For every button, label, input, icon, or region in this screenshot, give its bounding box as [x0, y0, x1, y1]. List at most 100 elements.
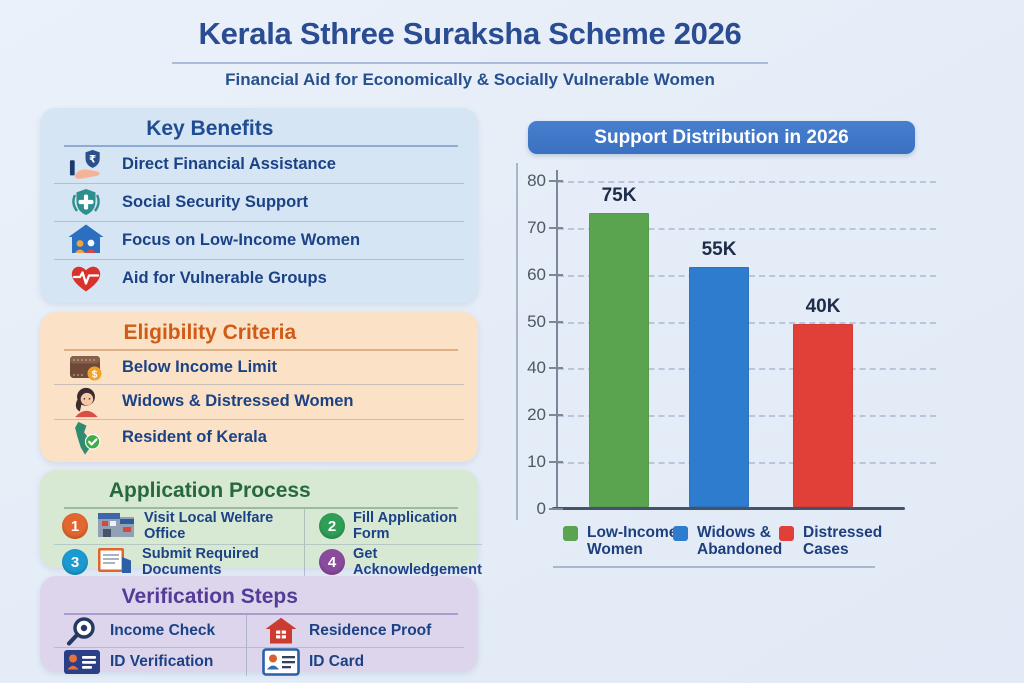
documents-icon — [96, 545, 134, 580]
legend-entry: Widows & Abandoned — [673, 524, 782, 558]
bar-low-income-women — [589, 213, 649, 507]
verification-panel: Verification Steps Income Check Residenc… — [40, 576, 478, 676]
y-tick-label: 50 — [527, 311, 546, 331]
benefit-label: Social Security Support — [122, 193, 309, 212]
kerala-map-check-icon — [64, 420, 108, 456]
y-tick-label: 80 — [527, 171, 546, 190]
bar-value-label: 75K — [601, 185, 637, 206]
heart-pulse-icon — [64, 262, 108, 294]
application-step: 2 Fill Application Form — [304, 508, 482, 544]
divider — [64, 613, 458, 615]
chart-title-bar: Support Distribution in 2026 — [528, 121, 915, 154]
benefit-label: Direct Financial Assistance — [122, 155, 336, 174]
step-number-badge: 3 — [62, 549, 88, 575]
list-item: Resident of Kerala — [54, 418, 464, 456]
application-step: 3 Submit Required Documents — [54, 543, 304, 580]
verification-label: ID Verification — [110, 652, 214, 670]
verification-header: Verification Steps — [121, 585, 298, 608]
step-label: Visit Local Welfare Office — [144, 510, 274, 542]
benefit-label: Aid for Vulnerable Groups — [122, 268, 327, 287]
bar-distressed-cases — [793, 324, 853, 507]
gridline — [558, 181, 936, 183]
application-step: 1 Visit Local Welfare Office — [54, 509, 304, 544]
application-step: 4 Get Acknowledgement — [304, 543, 482, 580]
chart-left-border-line — [516, 163, 518, 520]
legend-entry: Low-Income Women — [563, 524, 677, 558]
welfare-office-building-icon — [96, 509, 136, 544]
eligibility-panel: Eligibility Criteria $ Below Income Limi… — [40, 312, 478, 462]
plot-area: 80 70 60 50 40 20 10 0 75K 55K 40K — [527, 170, 936, 518]
step-label: Fill Application Form — [353, 510, 458, 542]
step-number-badge: 2 — [319, 513, 345, 539]
verification-label: Income Check — [110, 621, 216, 639]
application-panel: Application Process 1 Visit Local Welfar… — [40, 470, 482, 580]
y-tick-label: 0 — [536, 499, 546, 518]
benefit-label: Focus on Low-Income Women — [122, 230, 361, 249]
application-header: Application Process — [108, 479, 311, 502]
step-number-badge: 4 — [319, 549, 345, 575]
y-tick-mark — [549, 461, 563, 464]
list-item: ₹ Direct Financial Assistance — [54, 147, 464, 184]
legend-label: Distressed Cases — [803, 524, 883, 558]
y-tick-mark — [549, 273, 563, 276]
title-underline — [172, 62, 768, 64]
legend-underline — [553, 566, 875, 568]
verification-label: ID Card — [309, 652, 365, 670]
legend-swatch — [563, 526, 578, 541]
id-badge-icon — [62, 649, 102, 675]
eligibility-label: Resident of Kerala — [122, 428, 267, 446]
bar-value-label: 40K — [805, 296, 841, 317]
security-shield-cross-icon — [64, 186, 108, 220]
chart-legend: Low-Income Women Widows & Abandoned Distre… — [556, 524, 896, 564]
divider — [64, 507, 458, 509]
verification-item: ID Verification — [54, 646, 246, 676]
legend-label: Low-Income Women — [587, 524, 678, 558]
y-tick-mark — [549, 320, 563, 323]
legend-entry: Distressed Cases — [779, 524, 882, 558]
y-tick-label: 70 — [527, 217, 546, 237]
gridline — [558, 227, 936, 230]
wallet-coin-icon: $ — [64, 351, 108, 383]
bar-widows-abandoned — [689, 267, 749, 507]
list-item: Widows & Distressed Women — [54, 383, 464, 419]
key-benefits-header: Key Benefits — [146, 117, 274, 140]
y-tick-label: 60 — [527, 264, 546, 284]
page-title: Kerala Sthree Suraksha Scheme 2026 — [198, 16, 742, 51]
house-family-icon — [64, 223, 108, 257]
verification-item: Income Check — [54, 615, 246, 647]
legend-swatch — [673, 526, 688, 541]
id-card-icon — [261, 647, 301, 676]
eligibility-label: Widows & Distressed Women — [122, 392, 354, 410]
rupee-shield-hand-icon: ₹ — [64, 148, 108, 182]
woman-avatar-icon — [64, 385, 108, 419]
bar-value-label: 55K — [701, 239, 737, 260]
divider — [64, 145, 458, 147]
divider — [64, 349, 458, 351]
y-tick-mark — [549, 367, 563, 370]
svg-text:₹: ₹ — [89, 155, 96, 166]
red-house-icon — [261, 617, 301, 645]
y-tick-mark — [549, 180, 563, 182]
magnifier-icon — [62, 615, 102, 647]
verification-item: Residence Proof — [246, 614, 464, 647]
y-axis-line — [556, 170, 558, 509]
legend-label: Widows & Abandoned — [697, 524, 783, 558]
x-axis-line — [552, 506, 905, 510]
step-label: Get Acknowledgement — [353, 546, 482, 578]
chart-title: Support Distribution in 2026 — [594, 126, 849, 148]
page-subtitle: Financial Aid for Economically & Sociall… — [225, 70, 715, 89]
list-item: Focus on Low-Income Women — [54, 221, 464, 259]
svg-text:$: $ — [92, 369, 98, 380]
step-label: Submit Required Documents — [142, 546, 259, 578]
eligibility-header: Eligibility Criteria — [123, 321, 297, 344]
y-tick-mark — [549, 414, 563, 417]
eligibility-label: Below Income Limit — [122, 357, 277, 376]
y-tick-label: 10 — [527, 452, 546, 472]
y-tick-label: 20 — [527, 405, 546, 425]
list-item: Aid for Vulnerable Groups — [54, 258, 464, 297]
list-item: $ Below Income Limit — [54, 351, 464, 384]
verification-item: ID Card — [246, 646, 464, 676]
y-tick-label: 40 — [527, 358, 546, 378]
list-item: Social Security Support — [54, 183, 464, 221]
